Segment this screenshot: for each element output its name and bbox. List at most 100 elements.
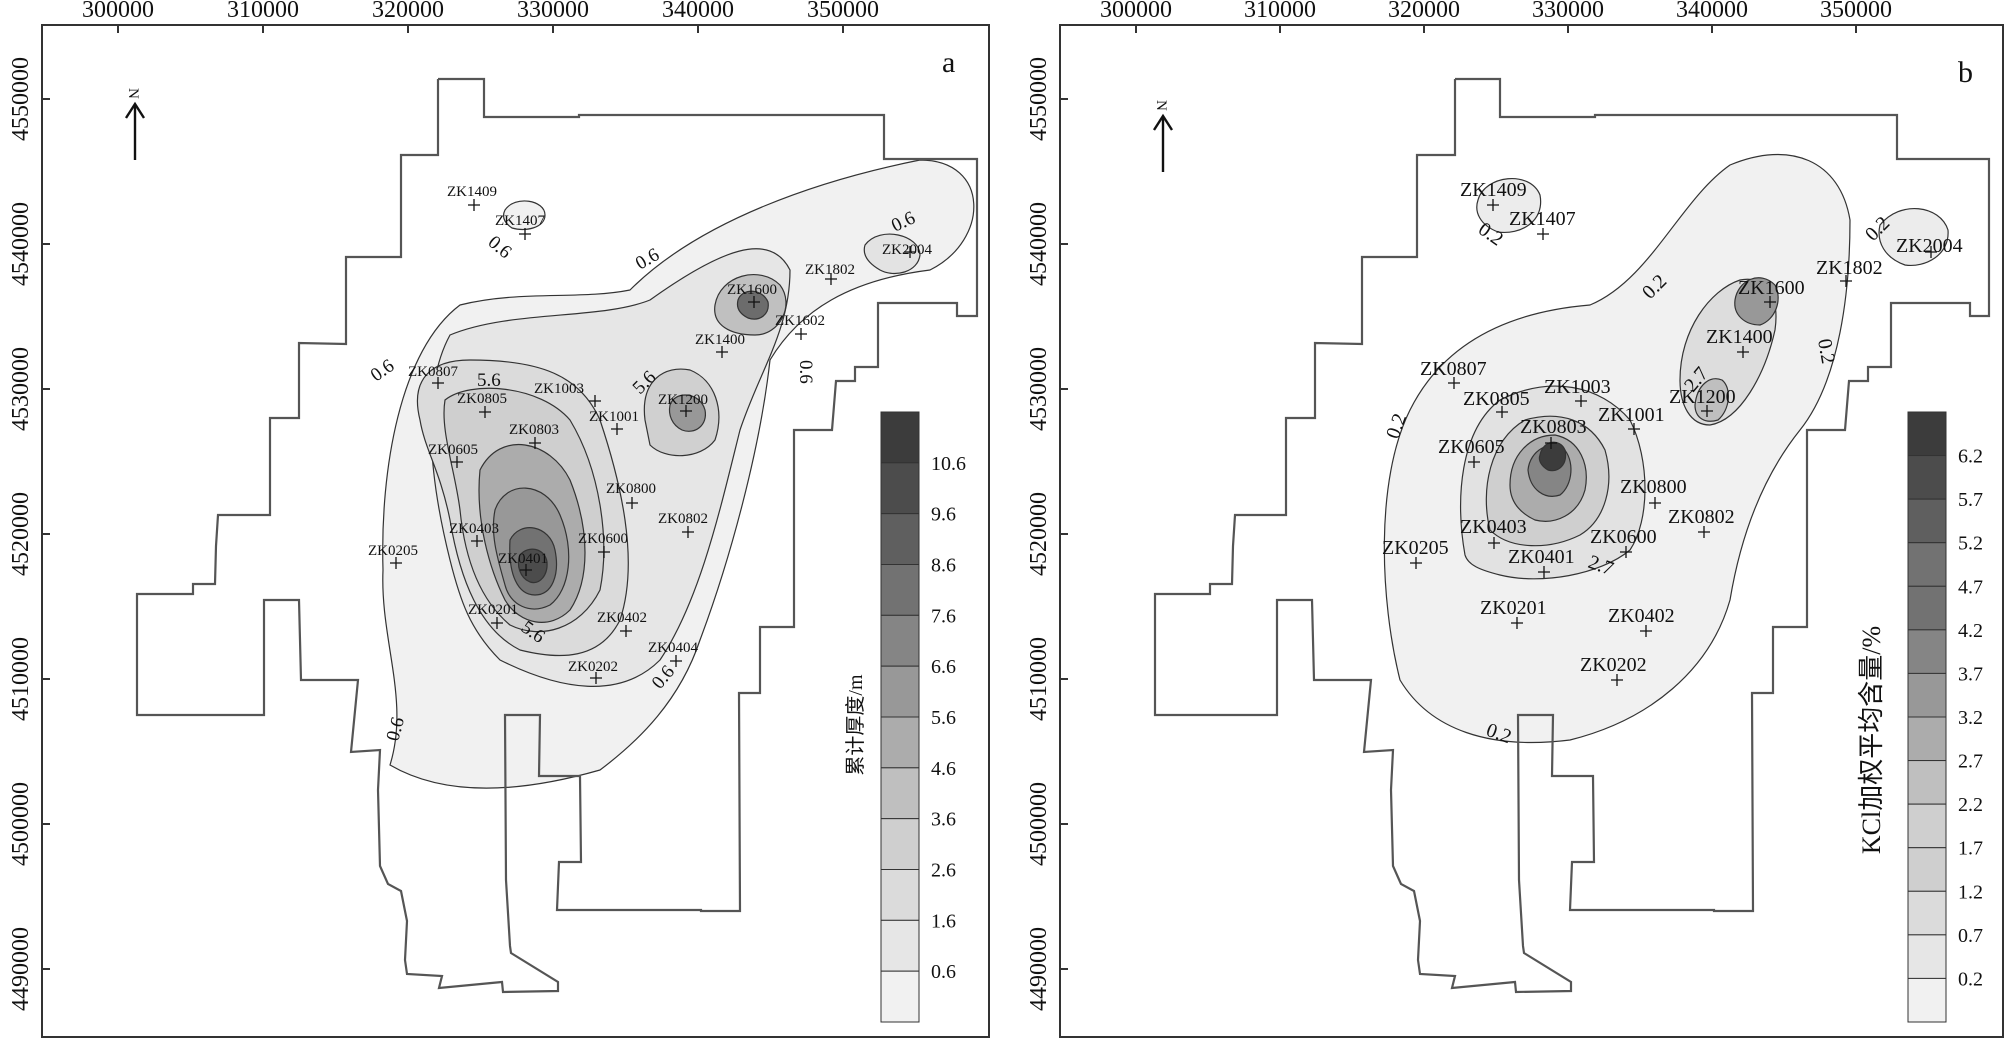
x-tick-label: 350000 (1820, 0, 1892, 23)
y-tick-label: 4540000 (1026, 202, 1052, 286)
colorbar-band (1907, 977, 1947, 1023)
y-tick-label: 4500000 (8, 782, 34, 866)
colorbar-band (1907, 847, 1947, 892)
well-label: ZK1001 (1598, 404, 1665, 426)
well-label: ZK0403 (449, 521, 499, 537)
well-label: ZK0201 (468, 602, 518, 618)
y-tick-label: 4520000 (1026, 492, 1052, 576)
y-tick-label: 4500000 (1026, 782, 1052, 866)
colorbar-band (1907, 411, 1947, 457)
panel-b-y-axis: 4550000 4540000 4530000 4520000 4510000 … (1026, 57, 1068, 1011)
y-tick-label: 4550000 (1026, 57, 1052, 141)
colorbar-band (1907, 716, 1947, 762)
panel-a-wells (390, 199, 916, 684)
contour-label: 0.2 (1813, 337, 1839, 365)
well-label: ZK0807 (1420, 358, 1487, 380)
colorbar-tick-label: 5.2 (1958, 533, 1983, 555)
well-label: ZK1400 (1706, 326, 1773, 348)
panel-b-letter: b (1958, 56, 1973, 89)
y-tick-label: 4510000 (8, 637, 34, 721)
panel-a-study-area-boundary (135, 77, 979, 994)
colorbar-band (880, 919, 920, 972)
x-tick-label: 300000 (82, 0, 154, 23)
colorbar-band (1907, 498, 1947, 544)
colorbar-tick-label: 7.6 (931, 605, 956, 627)
well-label: ZK1600 (727, 282, 777, 298)
colorbar-band (1907, 455, 1947, 500)
colorbar-tick-label: 5.7 (1958, 489, 1983, 511)
panel-a-colorbar: 10.6 9.6 8.6 7.6 6.6 5.6 4.6 3.6 2.6 1.6 0.6 (880, 411, 966, 1023)
well-label: ZK0205 (1382, 537, 1449, 559)
panel-a-colorbar-title: 累计厚度/m (844, 674, 867, 776)
well-label: ZK0605 (1438, 436, 1505, 458)
colorbar-band (1907, 760, 1947, 805)
colorbar-tick-label: 3.6 (931, 809, 956, 831)
well-label: ZK1003 (1544, 376, 1611, 398)
panel-a-letter: a (942, 46, 955, 79)
well-label: ZK1200 (1669, 386, 1736, 408)
well-label: ZK0600 (578, 531, 628, 547)
panel-a-y-axis: 4550000 4540000 4530000 4520000 4510000 … (8, 57, 50, 1011)
colorbar-band (1907, 585, 1947, 631)
contour-label: 5.6 (477, 370, 501, 391)
well-label: ZK0201 (1480, 597, 1547, 619)
y-tick-label: 4530000 (1026, 347, 1052, 431)
x-tick-label: 340000 (662, 0, 734, 23)
well-label: ZK0205 (368, 543, 418, 559)
colorbar-band (880, 665, 920, 718)
colorbar-tick-label: 6.2 (1958, 446, 1983, 468)
well-label: ZK0800 (606, 481, 656, 497)
colorbar-band (880, 513, 920, 566)
well-label: ZK0800 (1620, 476, 1687, 498)
well-label: ZK0404 (648, 640, 698, 656)
colorbar-band (880, 564, 920, 616)
x-tick-label: 320000 (1388, 0, 1460, 23)
colorbar-tick-label: 6.6 (931, 656, 956, 678)
colorbar-band (1907, 803, 1947, 849)
panel-b-colorbar: 6.2 5.7 5.2 4.7 4.2 3.7 3.2 2.7 2.2 1.7 1.2 0.7 0.2 (1907, 411, 1983, 1023)
colorbar-tick-label: 3.2 (1958, 707, 1983, 729)
well-label: ZK0401 (498, 551, 548, 567)
x-tick-label: 330000 (517, 0, 589, 23)
colorbar-tick-label: 9.6 (931, 504, 956, 526)
y-tick-label: 4540000 (8, 202, 34, 286)
colorbar-tick-label: 10.6 (931, 453, 966, 475)
colorbar-band (1907, 934, 1947, 979)
y-tick-label: 4520000 (8, 492, 34, 576)
colorbar-band (880, 716, 920, 769)
well-label: ZK0600 (1590, 526, 1657, 548)
panel-a-x-axis: 300000 310000 320000 330000 340000 35000… (82, 0, 879, 33)
colorbar-tick-label: 4.2 (1958, 620, 1983, 642)
well-label: ZK1407 (1509, 208, 1576, 230)
colorbar-tick-label: 0.6 (931, 961, 956, 983)
well-label: ZK0807 (408, 364, 458, 380)
well-label: ZK0605 (428, 442, 478, 458)
well-label: ZK1400 (695, 332, 745, 348)
colorbar-band (1907, 629, 1947, 674)
well-label: ZK0802 (658, 511, 708, 527)
colorbar-tick-label: 3.7 (1958, 663, 1983, 685)
panel-b-study-area-boundary (1153, 77, 1991, 994)
well-label: ZK0805 (457, 391, 507, 407)
panel-b-well-labels: ZK1409 ZK1407 ZK2004 ZK1802 ZK1600 ZK140… (1382, 179, 1963, 676)
well-label: ZK0805 (1463, 388, 1530, 410)
colorbar-tick-label: 1.6 (931, 910, 956, 932)
colorbar-band (880, 970, 920, 1023)
well-label: ZK1409 (447, 184, 497, 200)
colorbar-tick-label: 2.6 (931, 860, 956, 882)
well-label: ZK0802 (1668, 506, 1735, 528)
colorbar-tick-label: 0.2 (1958, 968, 1983, 990)
panel-b: 300000 310000 320000 330000 340000 35000… (1026, 0, 2004, 1038)
x-tick-label: 350000 (807, 0, 879, 23)
well-label: ZK1600 (1738, 277, 1805, 299)
x-tick-label: 340000 (1676, 0, 1748, 23)
well-label: ZK0202 (568, 659, 618, 675)
colorbar-tick-label: 4.6 (931, 758, 956, 780)
well-label: ZK1802 (805, 262, 855, 278)
colorbar-band (1907, 542, 1947, 587)
colorbar-band (880, 614, 920, 667)
well-label: ZK0803 (509, 422, 559, 438)
contour-label: 0.6 (795, 360, 816, 384)
well-label: ZK0402 (597, 610, 647, 626)
